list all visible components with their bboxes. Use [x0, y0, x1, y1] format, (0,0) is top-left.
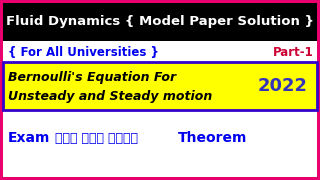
- Text: Fluid Dynamics { Model Paper Solution }: Fluid Dynamics { Model Paper Solution }: [6, 15, 314, 28]
- Text: में आने वाली: में आने वाली: [51, 132, 142, 145]
- Text: Part-1: Part-1: [273, 46, 314, 60]
- Text: Unsteady and Steady motion: Unsteady and Steady motion: [8, 90, 212, 103]
- Bar: [3, 3, 317, 41]
- Text: Bernoulli's Equation For: Bernoulli's Equation For: [8, 71, 176, 84]
- Bar: [3, 62, 317, 110]
- Text: { For All Universities }: { For All Universities }: [8, 46, 159, 60]
- Text: Exam: Exam: [8, 131, 50, 145]
- Text: 2022: 2022: [258, 77, 308, 95]
- Text: Theorem: Theorem: [178, 131, 247, 145]
